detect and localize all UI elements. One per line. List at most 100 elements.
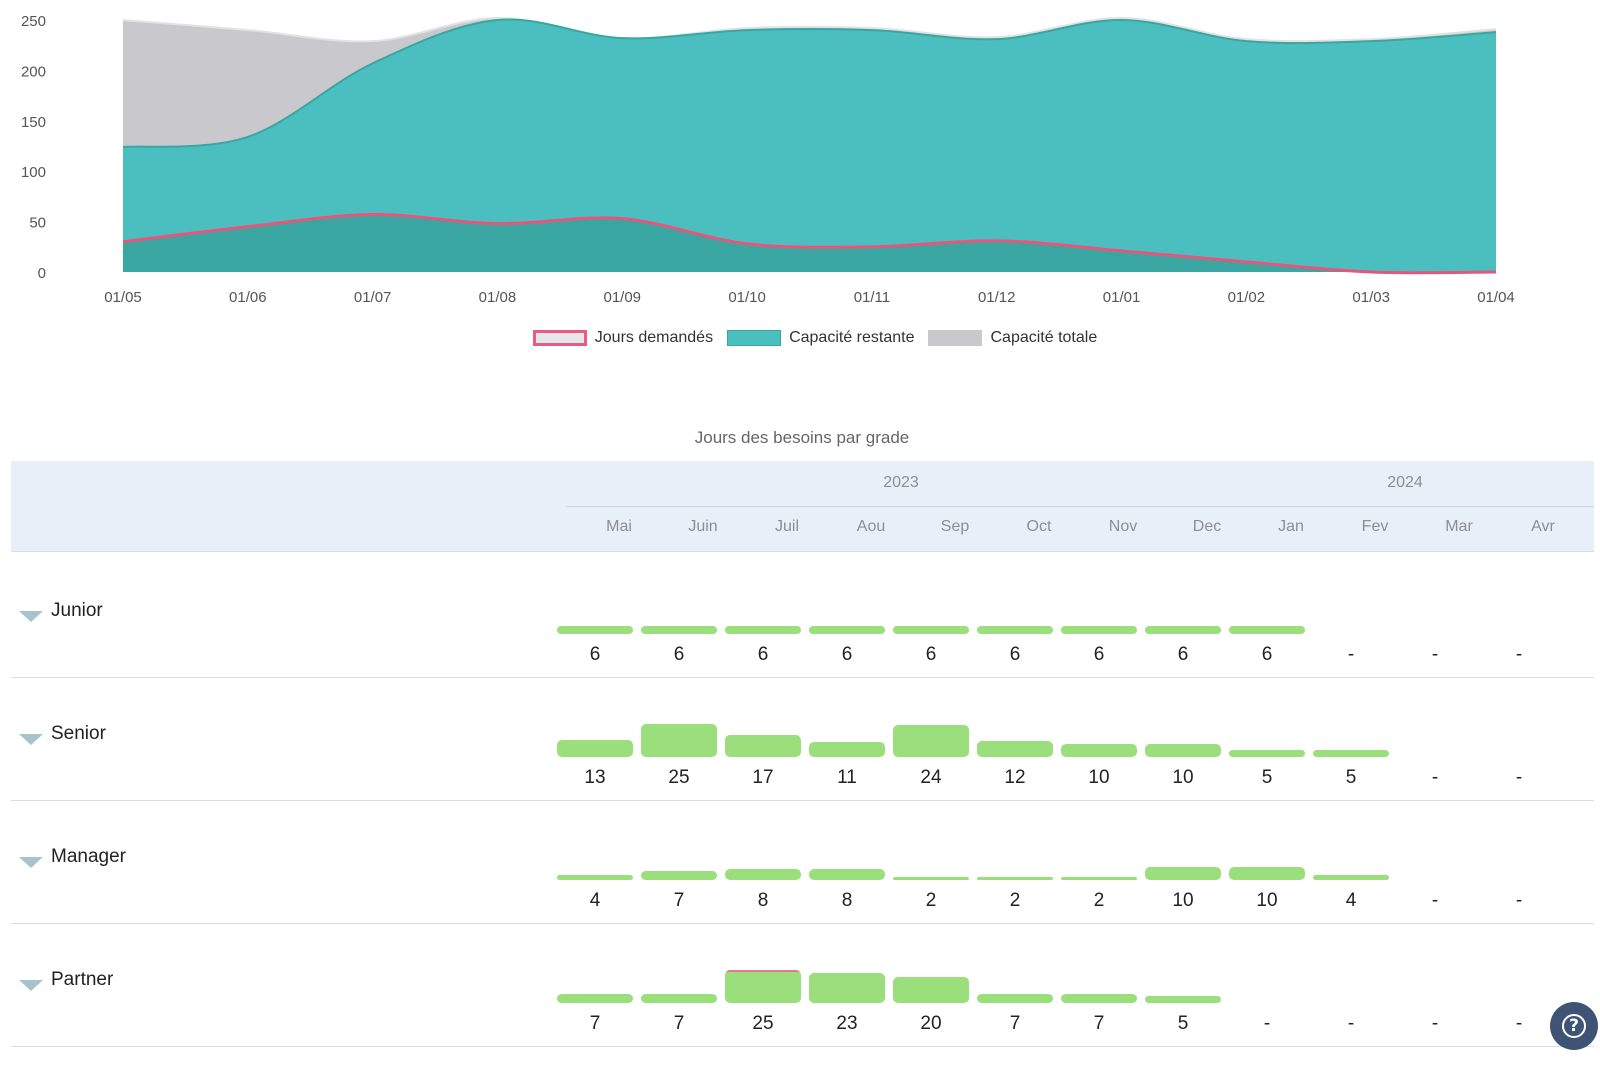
grade-name[interactable]: Senior bbox=[51, 723, 106, 744]
x-tick-label: 01/03 bbox=[1352, 289, 1390, 306]
bar[interactable] bbox=[1145, 866, 1221, 880]
cell-value: 8 bbox=[757, 890, 769, 911]
x-tick-label: 01/01 bbox=[1103, 289, 1141, 306]
cell-value: 24 bbox=[920, 767, 942, 788]
y-tick-label: 200 bbox=[21, 63, 46, 80]
line-jours-demandes bbox=[122, 213, 1497, 275]
bar[interactable] bbox=[557, 626, 633, 634]
year-label-2024: 2024 bbox=[1387, 474, 1423, 491]
month-label-nov: Nov bbox=[1108, 518, 1138, 535]
bar[interactable] bbox=[1145, 626, 1221, 634]
month-label-avr: Avr bbox=[1531, 518, 1555, 535]
bar[interactable] bbox=[1229, 866, 1305, 880]
bar[interactable] bbox=[893, 626, 969, 634]
cell-value: - bbox=[1515, 644, 1523, 665]
x-tick-label: 01/02 bbox=[1228, 289, 1266, 306]
month-label-dec: Dec bbox=[1192, 518, 1222, 535]
chevron-down-icon[interactable] bbox=[19, 734, 43, 745]
grade-name[interactable]: Partner bbox=[51, 969, 114, 990]
cell-value: 6 bbox=[1093, 644, 1105, 665]
cell-value: - bbox=[1347, 644, 1355, 665]
bar[interactable] bbox=[557, 993, 633, 1003]
bar[interactable] bbox=[1061, 626, 1137, 634]
cell-value: 25 bbox=[668, 767, 690, 788]
chevron-down-icon[interactable] bbox=[19, 980, 43, 991]
bar[interactable] bbox=[725, 734, 801, 757]
month-label-oct: Oct bbox=[1026, 518, 1052, 535]
bar[interactable] bbox=[1061, 743, 1137, 757]
cell-value: 11 bbox=[837, 767, 857, 788]
bar[interactable] bbox=[641, 724, 717, 757]
bar[interactable] bbox=[1145, 743, 1221, 757]
y-tick-label: 50 bbox=[29, 215, 46, 232]
cell-value: 10 bbox=[1088, 767, 1110, 788]
legend-item-capacite-restante[interactable]: Capacité restante bbox=[727, 329, 914, 347]
month-label-mar: Mar bbox=[1445, 518, 1473, 535]
month-label-juin: Juin bbox=[688, 518, 718, 535]
cell-value: 10 bbox=[1256, 890, 1278, 911]
bar[interactable] bbox=[641, 993, 717, 1003]
bar[interactable] bbox=[641, 870, 717, 880]
bar[interactable] bbox=[1313, 750, 1389, 757]
year-label-2023: 2023 bbox=[883, 474, 919, 491]
bar[interactable] bbox=[809, 972, 885, 1003]
cell-value: 6 bbox=[841, 644, 853, 665]
bar[interactable] bbox=[1229, 626, 1305, 634]
cell-value: - bbox=[1515, 890, 1523, 911]
bar[interactable] bbox=[809, 626, 885, 634]
x-tick-label: 01/07 bbox=[354, 289, 392, 306]
bar[interactable] bbox=[1229, 750, 1305, 757]
bar[interactable] bbox=[557, 874, 633, 880]
month-label-jan: Jan bbox=[1278, 518, 1304, 535]
bar[interactable] bbox=[1061, 993, 1137, 1003]
cell-value: - bbox=[1431, 767, 1439, 788]
legend-item-jours-demandes[interactable]: Jours demandés bbox=[532, 329, 713, 347]
legend-item-capacite-totale[interactable]: Capacité totale bbox=[928, 329, 1097, 347]
x-tick-label: 01/12 bbox=[978, 289, 1016, 306]
help-button[interactable]: ? bbox=[1550, 1002, 1598, 1050]
cell-value: 2 bbox=[1009, 890, 1021, 911]
chevron-down-icon[interactable] bbox=[19, 857, 43, 868]
bar[interactable] bbox=[893, 725, 969, 757]
y-axis: 0 50 100 150 200 250 bbox=[21, 13, 46, 282]
y-tick-label: 0 bbox=[38, 265, 46, 282]
cell-value: 10 bbox=[1172, 767, 1194, 788]
chevron-down-icon[interactable] bbox=[19, 611, 43, 622]
bar[interactable] bbox=[977, 993, 1053, 1003]
bar[interactable] bbox=[557, 739, 633, 757]
bar[interactable] bbox=[977, 877, 1053, 880]
bar[interactable] bbox=[809, 742, 885, 757]
cell-value: 6 bbox=[673, 644, 685, 665]
x-tick-label: 01/06 bbox=[229, 289, 267, 306]
cell-value: 5 bbox=[1345, 767, 1357, 788]
x-tick-label: 01/10 bbox=[728, 289, 766, 306]
bar[interactable] bbox=[809, 869, 885, 880]
grades-table-title: Jours des besoins par grade bbox=[694, 428, 910, 447]
grade-row-junior: Junior 6 6 6 6 6 6 6 6 6 - - - bbox=[11, 552, 1594, 678]
line-capacite-totale bbox=[122, 16, 1497, 43]
cell-value: 25 bbox=[752, 1013, 774, 1034]
cell-value: 6 bbox=[1177, 644, 1189, 665]
grade-name[interactable]: Manager bbox=[51, 846, 126, 867]
cell-value: 6 bbox=[925, 644, 937, 665]
grade-row-partner: Partner 7 7 25 23 20 7 7 5 - - - - bbox=[11, 921, 1594, 1047]
bar[interactable] bbox=[893, 976, 969, 1003]
bar[interactable] bbox=[1061, 877, 1137, 880]
grades-table-header: 2023 2024 Mai Juin Juil Aou Sep Oct Nov Dec Jan F… bbox=[11, 461, 1594, 552]
bar[interactable] bbox=[977, 626, 1053, 634]
line-capacite-restante bbox=[122, 18, 1497, 149]
cell-value: 10 bbox=[1172, 890, 1194, 911]
bar[interactable] bbox=[725, 626, 801, 634]
y-tick-label: 150 bbox=[21, 114, 46, 131]
cell-value: - bbox=[1347, 1013, 1355, 1034]
bar[interactable] bbox=[641, 626, 717, 634]
grade-name[interactable]: Junior bbox=[51, 600, 103, 621]
bar[interactable] bbox=[725, 869, 801, 880]
bar[interactable] bbox=[1145, 996, 1221, 1003]
cell-value: 4 bbox=[1345, 890, 1357, 911]
bar[interactable] bbox=[1313, 874, 1389, 880]
bar[interactable] bbox=[977, 741, 1053, 757]
bar[interactable] bbox=[725, 970, 801, 1003]
bar[interactable] bbox=[893, 877, 969, 880]
